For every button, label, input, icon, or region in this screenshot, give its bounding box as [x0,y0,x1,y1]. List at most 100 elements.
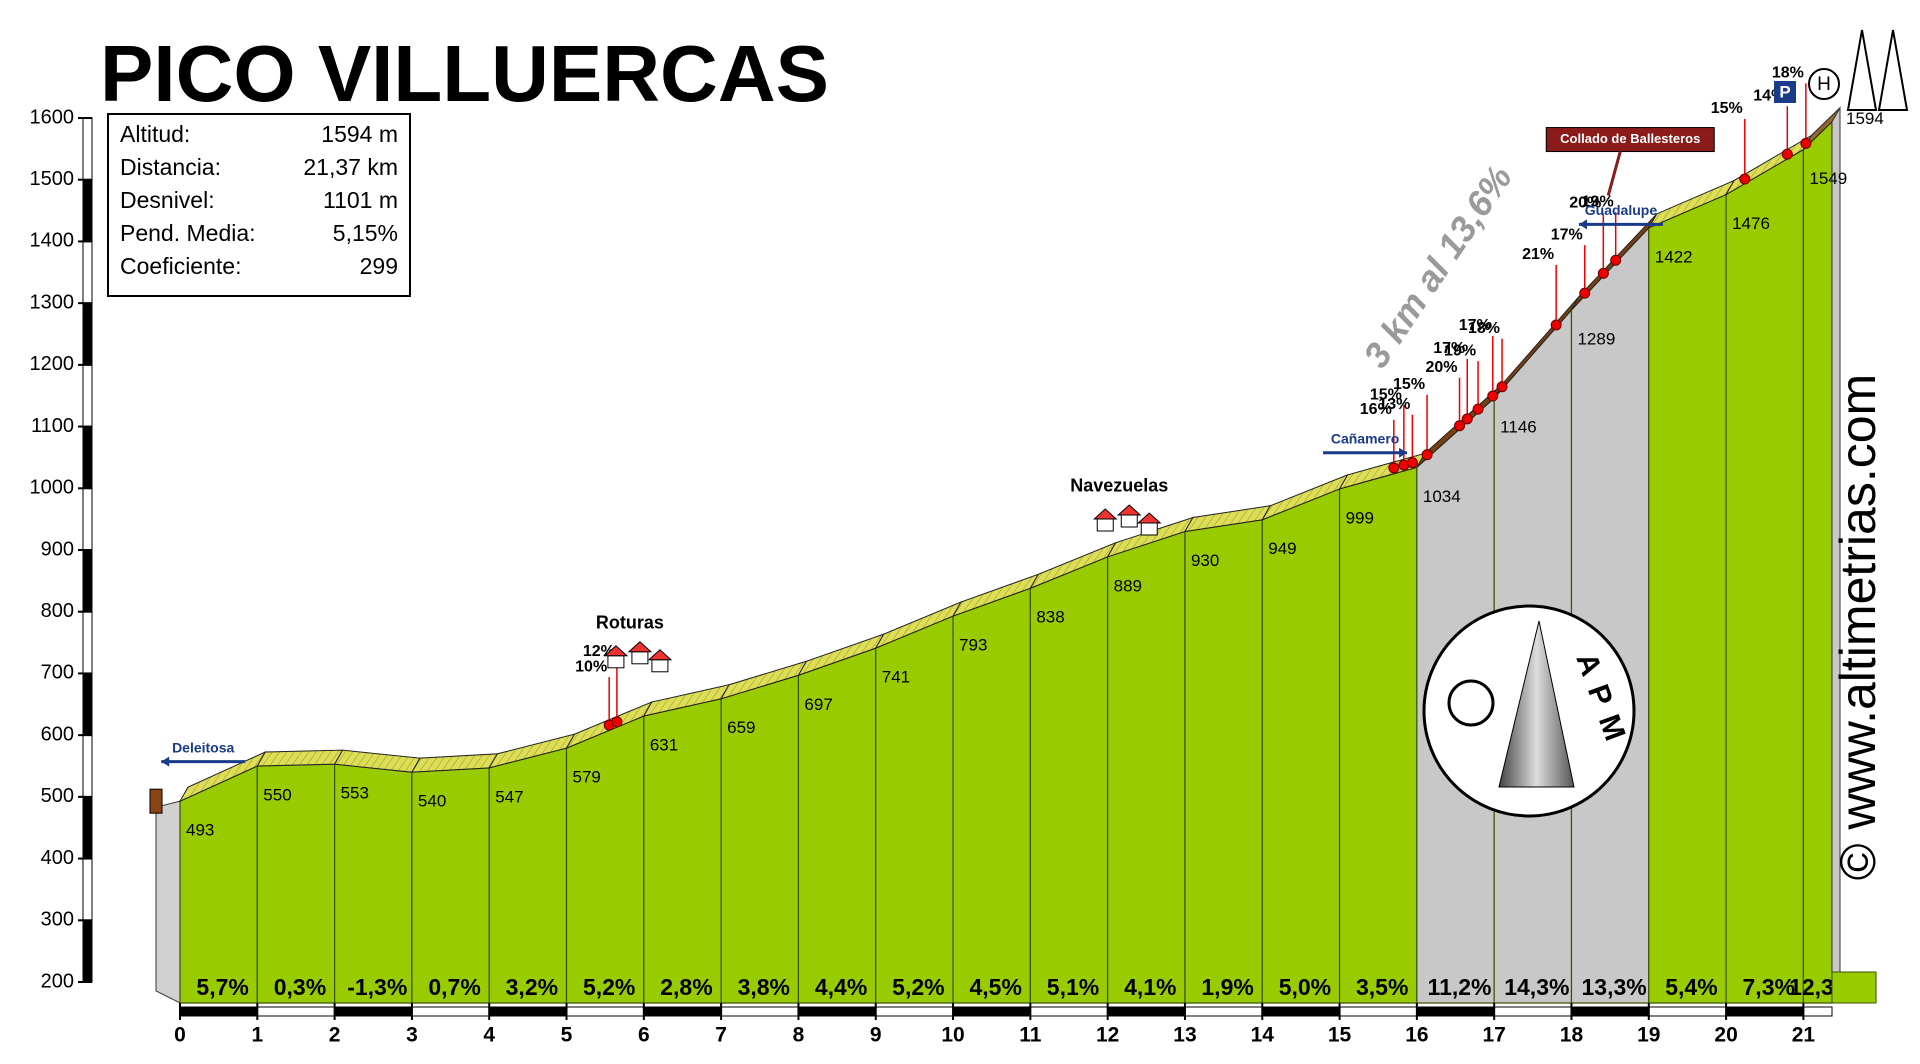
ramp-label: 18% [1772,65,1804,82]
segment [1802,120,1833,1004]
x-tick-label: 1 [251,1024,263,1047]
ramp-label: 18% [1468,320,1500,337]
segment [1338,466,1418,1004]
ramp-dot [1487,390,1499,402]
place-label: Guadalupe [1585,202,1658,218]
y-axis-bar [82,549,93,613]
x-tick-label: 2 [329,1024,341,1047]
elevation-label: 1146 [1500,418,1537,437]
ramp-dot [1472,403,1484,415]
elevation-label: 889 [1114,576,1142,595]
gradient-label: 5,4% [1665,974,1717,1000]
place-pointer [1606,151,1622,196]
y-tick-label: 1000 [30,477,75,499]
house-roof [647,649,673,661]
x-tick-label: 15 [1328,1024,1352,1047]
elevation-label: 930 [1191,551,1219,570]
gradient-label: 14,3% [1504,974,1569,1000]
house-icon [607,655,625,669]
x-axis-bar [1029,1006,1109,1017]
ramp-dot [1550,319,1562,331]
road-hatch [953,574,1039,617]
side-wall [155,800,181,1004]
info-box [107,113,411,297]
gradient-label: 1,9% [1201,974,1253,1000]
y-axis-bar [82,117,93,181]
elevation-label: 949 [1268,539,1296,558]
tower-icon [1846,29,1878,111]
x-axis-bar [1261,1006,1341,1017]
x-axis-bar [411,1006,490,1017]
y-tick-label: 1100 [31,415,74,437]
gradient-label: 0,7% [428,974,480,1000]
info-value: 5,15% [333,220,398,246]
elevation-label: 553 [341,784,369,803]
x-tick-label: 14 [1251,1024,1275,1047]
x-axis-bar [643,1006,722,1017]
ramp-dot [1421,449,1433,461]
house-roof [603,645,629,657]
x-axis-bar [875,1006,954,1017]
x-tick-label: 11 [1019,1024,1042,1047]
start-marker [149,788,163,814]
info-value: 299 [360,253,398,279]
gradient-label: 11,2% [1428,974,1492,1000]
x-axis-bar [720,1006,799,1017]
road-hatch [1803,107,1840,150]
ramp-label: 10% [575,658,607,675]
ramp-dot [1579,287,1591,299]
y-tick-label: 300 [41,909,74,931]
arrow-head [1399,447,1408,458]
x-axis-bar [256,1006,336,1017]
x-tick-label: 10 [941,1024,964,1047]
y-axis-bar [82,179,93,242]
ramp-dot [1406,457,1418,469]
x-tick-label: 0 [174,1024,186,1047]
ramp-label: 16% [1360,401,1392,418]
x-tick-label: 8 [793,1024,805,1047]
gradient-label: 3,8% [738,974,790,1000]
place-label: Deleitosa [172,739,234,755]
elevation-label: 1289 [1577,329,1615,348]
road-hatch [180,752,266,802]
y-axis-bar [82,796,93,860]
gradient-label: 4,5% [969,974,1021,1000]
road-hatch [643,684,730,717]
gradient-label: 7,3% [1743,974,1795,1000]
y-tick-label: 400 [41,847,74,869]
ramp-dot [1739,173,1751,185]
ramp-dot [1461,413,1473,425]
x-tick-label: 12 [1096,1024,1119,1047]
elevation-label: 550 [263,785,291,804]
elevation-label: 697 [804,695,832,714]
x-axis-bar [1184,1006,1263,1017]
ramp-label: 17% [1433,340,1465,357]
segment [1184,519,1263,1004]
y-tick-label: 700 [41,662,74,684]
elevation-label: 1034 [1423,487,1461,506]
x-tick-label: 19 [1637,1024,1660,1047]
road-hatch [489,734,575,768]
x-axis-bar [1416,1006,1495,1017]
elevation-label: 838 [1036,608,1064,627]
info-label: Desnivel: [120,187,215,213]
road-hatch [1107,517,1193,557]
house-icon [1140,522,1158,536]
ramp-label: 15% [1711,100,1743,117]
arrow-head [161,756,170,767]
elevation-label: 659 [727,718,755,737]
house-icon [1120,514,1138,528]
ramp-label: 15% [1370,386,1402,403]
elevation-label: 1476 [1732,214,1770,233]
road-hatch [1648,180,1735,228]
heliport-sign [1808,68,1840,100]
heliport-label: H [1817,74,1831,95]
y-tick-label: 200 [41,970,74,992]
elevation-label: 999 [1346,508,1374,527]
x-axis-bar [1493,1006,1572,1017]
elevation-label: 547 [495,787,523,806]
tower-icon [1877,29,1909,111]
road-hatch [1262,474,1348,520]
segment [1648,193,1727,1004]
